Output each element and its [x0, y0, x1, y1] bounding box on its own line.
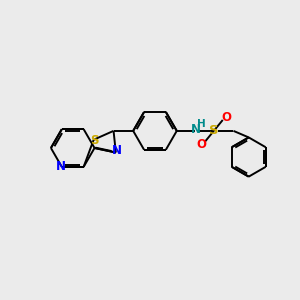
Text: O: O — [222, 110, 232, 124]
Text: N: N — [56, 160, 66, 173]
Text: S: S — [209, 124, 219, 137]
Text: N: N — [112, 144, 122, 157]
Text: N: N — [191, 123, 201, 136]
Text: O: O — [196, 138, 206, 151]
Text: S: S — [90, 134, 99, 147]
Text: H: H — [197, 119, 206, 129]
